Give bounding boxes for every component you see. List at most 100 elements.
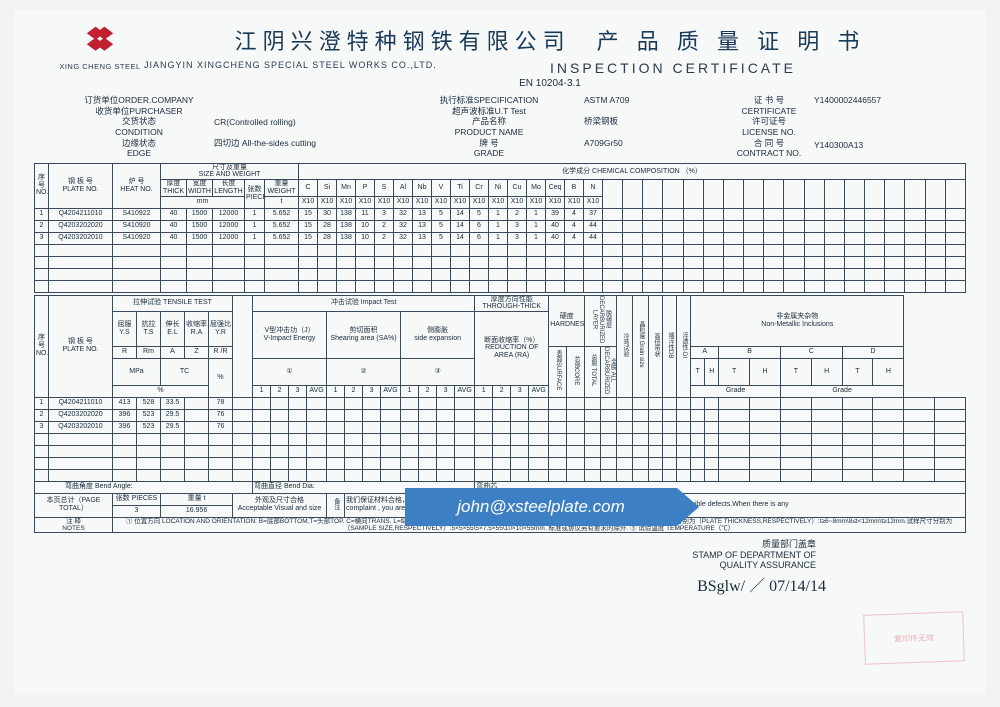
x10: X10 [299, 196, 318, 208]
h-rel: R [113, 346, 137, 358]
n1: 1 [253, 385, 271, 397]
el-mo: Mo [527, 180, 546, 196]
con-label-en: CONTRACT NO. [724, 148, 814, 159]
grade-label-cn: 牌 号 [394, 138, 584, 149]
h-nmi-d: D [842, 346, 904, 358]
hdr-end: 端淬性DB [666, 332, 673, 358]
el-nb: Nb [413, 180, 432, 196]
hdr-heat-en: HEAT NO. [114, 186, 159, 194]
grade-val: A709Gr50 [584, 138, 724, 149]
x10: X10 [337, 196, 356, 208]
h-mpa: MPa [113, 358, 161, 385]
n3: 3 [511, 385, 529, 397]
nmi-h: H [811, 358, 842, 385]
h-weight-en: WEIGHT [268, 188, 296, 195]
h-core: 芯部CORE [572, 356, 579, 385]
el-p: P [356, 180, 375, 196]
lic-label-cn: 许可证号 [724, 116, 814, 127]
spec-val: ASTM A709 [584, 95, 724, 106]
hdr-heat: 炉 号 [114, 178, 159, 186]
n2: 2 [345, 385, 363, 397]
nmi-t: T [780, 358, 811, 385]
h-width: 宽度 [193, 180, 207, 187]
el-v: V [432, 180, 451, 196]
h-grade: Grade [780, 385, 903, 397]
hdr-thru-en: THROUGH-THICK [482, 303, 541, 310]
total-weight: 16.956 [161, 505, 233, 517]
hdr-di: 淬透性-DI [680, 332, 687, 358]
bend-angle: 弯曲角度 Bend Angle: [35, 481, 253, 493]
hdr-band: 高倍带状 [652, 333, 659, 357]
table-row: 1Q420421101041352833.578 [35, 397, 966, 409]
table-row: 2Q420320202039652329.576 [35, 409, 966, 421]
h-decarb-total: 总脱 TOTAL [589, 354, 596, 386]
el-si: Si [318, 180, 337, 196]
n1: 1 [401, 385, 419, 397]
x10: X10 [375, 196, 394, 208]
h-side-en: side expansion [414, 335, 461, 342]
cert-no-label-en: CERTIFICATE [724, 106, 814, 117]
el-ceq: Ceq [546, 180, 565, 196]
page-total-label: 本页总计（PAGE TOTAL） [35, 493, 113, 517]
header: XING CHENG STEEL 江阴兴澄特种钢铁有限公司 产 品 质 量 证 明… [14, 10, 986, 93]
h-shear-en: Shearing area (SA%) [330, 335, 396, 342]
avg: AVG [307, 385, 327, 397]
remark-txt2: complaint , you are w [346, 505, 412, 512]
n2: 2 [271, 385, 289, 397]
h-c1: ① [253, 358, 327, 385]
x10: X10 [489, 196, 508, 208]
h-yr: 屈强比Y.R [209, 311, 233, 346]
el-b: B [565, 180, 584, 196]
signature: BSglw/ ／ 07/14/14 [14, 572, 986, 596]
qa-cn: 质量部门盖章 [14, 537, 816, 550]
hdr-tensile: 拉伸试验 TENSILE TEST [113, 295, 233, 311]
n1: 1 [475, 385, 493, 397]
h-nmi-b: B [719, 346, 781, 358]
x10: X10 [451, 196, 470, 208]
invalid-copy-stamp: 复印件无效 [863, 611, 965, 664]
cond-val: CR(Controlled rolling) [214, 117, 394, 128]
cert-no-label-cn: 证 书 号 [724, 95, 814, 106]
el-cr: Cr [470, 180, 489, 196]
h-grade: Grade [691, 385, 781, 397]
h-tc: TC [161, 358, 209, 385]
h-venergy: V型冲击功（J） [264, 327, 314, 334]
hdr-cold: 冷弯试验 [621, 333, 628, 357]
h-ra: 收缩率R.A [185, 311, 209, 346]
certificate-page: XING CHENG STEEL 江阴兴澄特种钢铁有限公司 产 品 质 量 证 明… [14, 10, 986, 693]
x10: X10 [546, 196, 565, 208]
cert-cn: 产 品 质 量 证 明 书 [597, 29, 866, 54]
h-decarb-full: 全脱 ALL DECARBURIZED [602, 347, 615, 394]
qa-en1: STAMP OF DEPARTMENT OF [14, 550, 816, 560]
edge-label-en: EDGE [64, 148, 214, 159]
avg: AVG [455, 385, 475, 397]
avg: AVG [381, 385, 401, 397]
h-nmi-a: A [691, 346, 719, 358]
nmi-t: T [691, 358, 705, 385]
meta: 订货单位ORDER.COMPANY 收货单位PURCHASER 交货状态 CON… [14, 93, 986, 161]
el-ni: Ni [489, 180, 508, 196]
h-roa: 断面收缩率（%） [484, 337, 539, 344]
notes-label-en: NOTES [62, 525, 84, 532]
hdr-nmi-en: Non-Metallic Inclusions [761, 321, 833, 328]
el-cu: Cu [508, 180, 527, 196]
h-el: 伸长E.L [161, 311, 185, 346]
company-cn: 江阴兴澄特种钢铁有限公司 [235, 29, 571, 54]
title-block: 江阴兴澄特种钢铁有限公司产 品 质 量 证 明 书 JIANGYIN XINGC… [144, 24, 956, 89]
brand-name: XING CHENG STEEL [56, 62, 144, 71]
x10: X10 [584, 196, 603, 208]
h-thick: 厚度 [167, 180, 181, 187]
vis-ok: 外观及尺寸合格 [255, 497, 304, 504]
h-ts: 抗拉T.S [137, 311, 161, 346]
x10: X10 [470, 196, 489, 208]
unit-mm: mm [161, 196, 245, 208]
n2: 2 [493, 385, 511, 397]
hdr-thru: 厚度方向性能 [491, 296, 533, 303]
hdr-plate2-en: PLATE NO. [50, 346, 111, 354]
remark-txt1: 我们保证材料合格， [346, 497, 409, 504]
std: EN 10204-3.1 [144, 78, 956, 89]
qa-stamp-label: 质量部门盖章 STAMP OF DEPARTMENT OF QUALITY AS… [14, 537, 986, 570]
h-length-en: LENGTH [214, 188, 242, 195]
h-length: 长度 [222, 180, 236, 187]
cert-no-val: Y1400002446557 [814, 95, 956, 106]
